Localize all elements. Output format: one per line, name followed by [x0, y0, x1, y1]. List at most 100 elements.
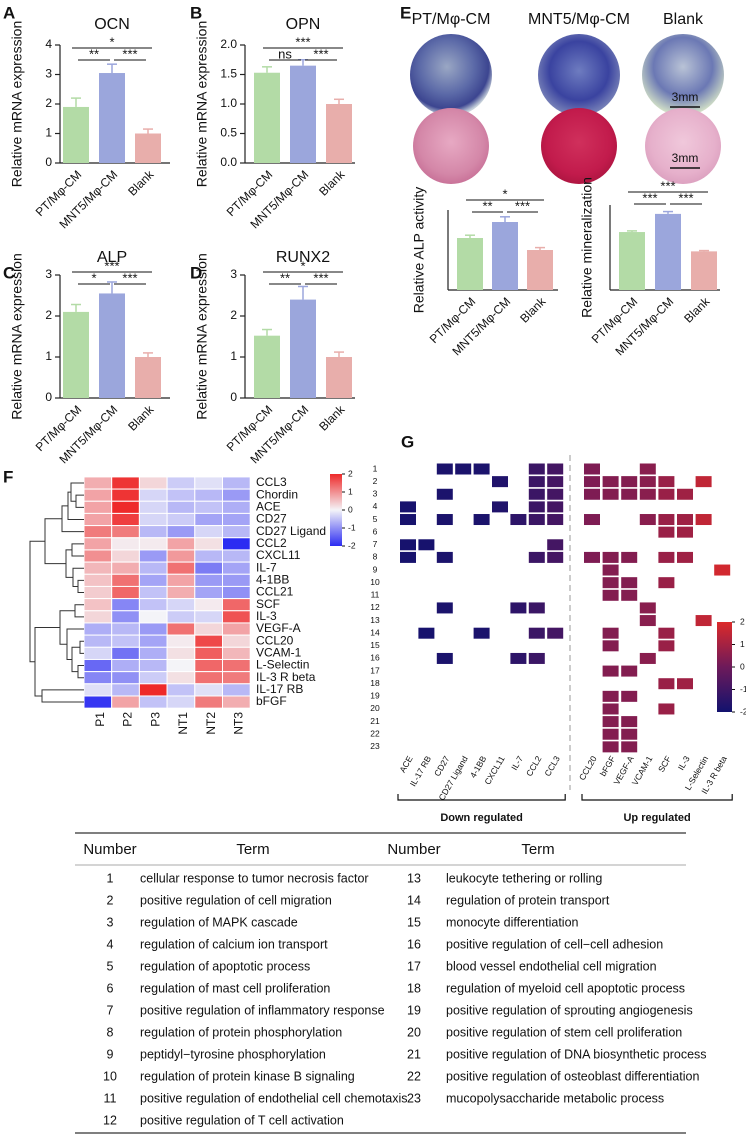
heatmap-cell — [222, 622, 251, 636]
significance-label: ** — [280, 270, 290, 285]
stain-images — [410, 34, 724, 184]
colorbar-tick-label: 1 — [740, 639, 745, 649]
table-term: monocyte differentiation — [446, 915, 579, 929]
heatmap-cell — [166, 537, 196, 551]
heatmap-cell — [138, 525, 168, 539]
heatmap-cell — [620, 664, 639, 678]
heatmap-cell — [138, 512, 168, 527]
y-tick-label: 0 — [230, 390, 237, 404]
table-header: Term — [521, 841, 554, 858]
row-label: CCL21 — [256, 585, 294, 599]
heatmap-cell — [83, 646, 113, 660]
row-label: 7 — [373, 539, 378, 549]
row-label: VCAM-1 — [256, 646, 302, 660]
heatmap-cell — [601, 487, 620, 501]
heatmap-cell — [222, 658, 251, 673]
heatmap-cell — [222, 585, 251, 600]
heatmap-cell — [435, 651, 454, 665]
row-label: 10 — [370, 577, 380, 587]
y-tick-label: 2 — [45, 96, 52, 110]
heatmap-cell — [166, 646, 196, 660]
y-axis-label: Relative mRNA expression — [194, 253, 210, 420]
row-label: 4 — [373, 501, 378, 511]
heatmap-cell — [83, 658, 113, 673]
heatmap-cell — [399, 538, 417, 552]
heatmap-cell — [472, 626, 491, 640]
error-bar — [500, 216, 510, 222]
error-bar — [535, 246, 545, 250]
heatmap-cell — [601, 576, 620, 590]
dendrogram-link — [29, 540, 45, 663]
heatmap-cell — [194, 488, 224, 502]
heatmap-cell — [620, 550, 639, 564]
table-term: mucopolysaccharide metabolic process — [446, 1091, 664, 1105]
row-label: 22 — [370, 728, 380, 738]
row-label: VEGF-A — [256, 621, 301, 635]
error-bar — [71, 303, 81, 312]
dendrogram-link — [71, 646, 80, 673]
chart-title: OPN — [286, 16, 321, 33]
heatmap-cell — [222, 598, 251, 612]
dendrogram-link — [66, 628, 84, 660]
heatmap-cell — [417, 626, 436, 640]
heatmap-cell — [83, 622, 113, 636]
table-term: positive regulation of stem cell prolife… — [446, 1025, 682, 1039]
heatmap-cell — [546, 626, 565, 640]
colorbar-tick-label: -1 — [740, 684, 746, 694]
heatmap-cell — [166, 585, 196, 600]
significance-label: * — [300, 258, 305, 273]
table-number: 10 — [103, 1069, 117, 1083]
x-tick-label: Blank — [517, 294, 549, 326]
scale-bar-label: 3mm — [672, 90, 699, 104]
heatmap-cell — [222, 683, 251, 697]
bar — [99, 73, 125, 163]
row-label: IL-3 R beta — [256, 670, 316, 684]
row-label: 1 — [373, 463, 378, 473]
heatmap-cell — [583, 550, 601, 564]
heatmap-cell — [657, 576, 676, 590]
row-label: CD27 — [256, 512, 287, 526]
heatmap-cell — [138, 610, 168, 624]
row-label: CCL3 — [256, 475, 287, 489]
row-label: 17 — [370, 665, 380, 675]
heatmap-cell — [601, 740, 620, 754]
chart-title: RUNX2 — [276, 249, 330, 266]
dendrogram-link — [70, 482, 84, 502]
column-label: CCL3 — [542, 754, 562, 778]
heatmap-cell — [166, 561, 196, 575]
x-tick-label: Blank — [316, 167, 348, 199]
column-label: bFGF — [598, 754, 618, 778]
heatmap-cell — [111, 585, 140, 600]
panel-label: A — [3, 3, 15, 22]
dendrogram-link — [74, 604, 84, 618]
dendrogram-link — [44, 518, 66, 565]
y-tick-label: 2.0 — [220, 37, 237, 51]
significance-label: *** — [515, 198, 530, 213]
heatmap-cell — [657, 626, 676, 640]
heatmap-cell — [111, 695, 140, 709]
table-term: regulation of myeloid cell apoptotic pro… — [446, 981, 685, 995]
error-bar — [334, 351, 344, 357]
bar — [655, 213, 681, 290]
heatmap-cell — [222, 500, 251, 514]
column-label: IL-7 — [509, 754, 525, 772]
heatmap-cell — [601, 639, 620, 653]
heatmap-cell — [83, 610, 113, 624]
dendrogram-link — [77, 665, 84, 679]
heatmap-cell — [111, 671, 140, 685]
heatmap-cell — [138, 683, 168, 697]
row-label: 21 — [370, 716, 380, 726]
heatmap-cell — [546, 513, 565, 527]
heatmap-cell — [83, 500, 113, 514]
heatmap-cell — [222, 573, 251, 587]
row-label: 4-1BB — [256, 573, 289, 587]
heatmap-cell — [546, 550, 565, 564]
heatmap-cell — [638, 651, 657, 665]
heatmap-cell — [138, 622, 168, 636]
heatmap-cell — [111, 525, 140, 539]
heatmap-cell — [111, 683, 140, 697]
heatmap-cell — [222, 476, 251, 490]
bar — [326, 357, 352, 398]
error-bar — [699, 249, 709, 252]
y-tick-label: 2 — [230, 308, 237, 322]
